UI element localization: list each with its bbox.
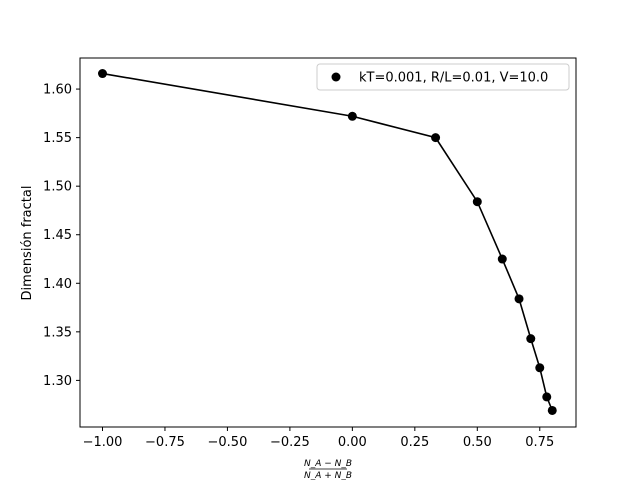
y-tick-label: 1.40 bbox=[43, 277, 72, 292]
y-tick-label: 1.45 bbox=[43, 228, 72, 243]
y-tick-label: 1.50 bbox=[43, 180, 72, 195]
y-tick-label: 1.35 bbox=[43, 325, 72, 340]
x-tick-label: −0.25 bbox=[270, 435, 310, 450]
data-point bbox=[472, 197, 482, 207]
x-tick-label: 0.00 bbox=[338, 435, 367, 450]
plot-area bbox=[80, 58, 576, 427]
data-point bbox=[431, 133, 441, 143]
legend-label: kT=0.001, R/L=0.01, V=10.0 bbox=[359, 71, 548, 86]
y-tick-label: 1.30 bbox=[43, 374, 72, 389]
x-tick-label: −0.75 bbox=[145, 435, 185, 450]
x-tick-label: 0.75 bbox=[525, 435, 554, 450]
data-point bbox=[497, 254, 507, 264]
x-tick-label: −1.00 bbox=[83, 435, 123, 450]
x-axis-label: N_A − N_B N_A + N_B bbox=[304, 459, 352, 480]
data-point bbox=[535, 363, 545, 373]
series-layer bbox=[97, 69, 557, 415]
x-tick-label: 0.50 bbox=[463, 435, 492, 450]
x-tick-label: 0.25 bbox=[400, 435, 429, 450]
legend-marker bbox=[331, 72, 341, 82]
series-line bbox=[102, 72, 554, 411]
data-point bbox=[97, 69, 107, 79]
data-point bbox=[526, 334, 536, 344]
legend-box bbox=[316, 63, 570, 91]
plot-background bbox=[80, 58, 576, 427]
x-tick-label: −0.50 bbox=[208, 435, 248, 450]
data-point bbox=[347, 111, 357, 121]
x-axis-label-denominator: N_A + N_B bbox=[304, 471, 352, 480]
legend: kT=0.001, R/L=0.01, V=10.0 bbox=[316, 63, 570, 91]
y-axis-label: Dimensión fractal bbox=[20, 186, 35, 301]
y-tick-label: 1.60 bbox=[43, 83, 72, 98]
axes-frame bbox=[79, 57, 577, 428]
data-point bbox=[514, 294, 524, 304]
x-axis-label-numerator: N_A − N_B bbox=[304, 459, 352, 469]
data-point bbox=[542, 392, 552, 402]
data-point bbox=[547, 405, 557, 415]
y-tick-label: 1.55 bbox=[43, 131, 72, 146]
axes-layer: −1.00 −0.75 −0.50 −0.25 0.00 0.25 0.50 0.75 1.30… bbox=[43, 57, 577, 450]
